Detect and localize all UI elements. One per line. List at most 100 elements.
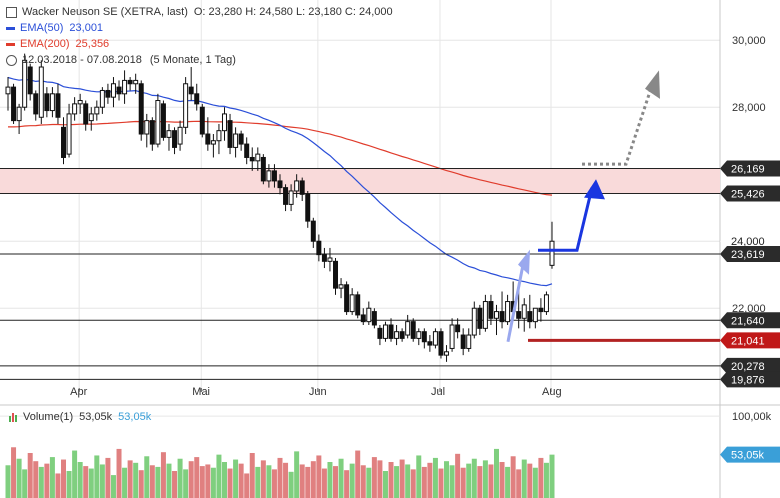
candle: [155, 93, 161, 148]
candle: [449, 318, 455, 352]
candle-body: [516, 311, 522, 319]
candle: [466, 328, 472, 352]
candle-body: [155, 100, 161, 145]
candle-body: [255, 153, 261, 162]
candle: [221, 107, 227, 141]
ema50-label: EMA(50): [20, 22, 64, 34]
candle: [321, 247, 327, 269]
candle: [66, 103, 72, 158]
candle-body: [521, 304, 527, 319]
ema200-value: 25,356: [75, 38, 110, 50]
candle-body: [83, 103, 89, 125]
candle: [283, 184, 289, 212]
candle: [27, 63, 33, 101]
volume-bar: [116, 448, 122, 498]
candle-body: [477, 307, 483, 329]
candle-body: [299, 180, 305, 195]
candle-body: [283, 187, 289, 205]
volume-bar: [271, 469, 277, 498]
volume-bar: [188, 461, 194, 498]
candle: [77, 93, 83, 114]
volume-bar: [394, 466, 400, 498]
candle-body: [238, 133, 244, 145]
volume-bar: [49, 457, 55, 498]
candle: [405, 314, 411, 339]
volume-bar: [244, 473, 250, 498]
candle-body: [177, 126, 183, 145]
candle: [360, 308, 366, 325]
candle-body: [221, 113, 227, 132]
candle-body: [271, 170, 277, 182]
candle-body: [532, 307, 538, 323]
y-tick-label: 30,000: [732, 35, 766, 47]
volume-bar: [210, 467, 216, 498]
candle-body: [493, 311, 499, 319]
candle-body: [305, 193, 311, 222]
candle: [399, 328, 405, 342]
time-axis: Apr Mai Jun Jul Aug: [70, 386, 561, 398]
volume-bar: [255, 466, 261, 498]
volume-bar: [38, 466, 44, 498]
price-axis: 30,00028,00024,00022,00024,00026,16925,4…: [720, 35, 780, 463]
candle: [543, 291, 549, 315]
candle-body: [149, 120, 155, 145]
volume-bar: [233, 459, 239, 498]
y-tick-label: 22,000: [732, 303, 766, 315]
legend-ema50[interactable]: EMA(50) 23,001: [3, 22, 103, 34]
candle: [244, 137, 250, 165]
candle-body: [127, 79, 133, 85]
volume-bar: [388, 462, 394, 498]
level-lines: [0, 168, 720, 380]
volume-bar: [149, 465, 155, 498]
candle-body: [138, 83, 144, 135]
candle: [277, 174, 283, 195]
volume-bar: [55, 473, 61, 498]
candle: [499, 291, 505, 329]
level-badge: 25,426: [720, 185, 780, 202]
candle: [305, 190, 311, 228]
volume-bar: [72, 450, 78, 498]
candle-body: [410, 321, 416, 339]
candle-body: [355, 294, 361, 316]
volume-bar: [532, 467, 538, 498]
candle-body: [377, 327, 383, 339]
volume-bar: [427, 462, 433, 498]
volume-bar: [505, 466, 511, 498]
candle-body: [66, 113, 72, 155]
candle-body: [449, 324, 455, 349]
volume-bar: [327, 462, 333, 498]
candle: [233, 127, 239, 158]
volume-bar: [61, 459, 67, 498]
candle: [471, 301, 477, 339]
candle: [99, 87, 105, 114]
candle-body: [405, 321, 411, 336]
candle-body: [288, 190, 294, 205]
volume-bar: [432, 457, 438, 498]
candle: [260, 154, 266, 185]
price-badge-current-text: 24,000: [731, 236, 765, 248]
volume-bar: [405, 464, 411, 498]
volume-bar: [549, 454, 555, 498]
candle: [149, 117, 155, 151]
candle-body: [99, 89, 105, 108]
candle: [299, 177, 305, 202]
toggle-icon[interactable]: [6, 6, 17, 18]
candle: [127, 77, 133, 91]
level-badge: 21,640: [720, 312, 780, 329]
candle-body: [344, 284, 350, 313]
candle-body: [499, 311, 505, 323]
level-badge-shape: [720, 245, 780, 262]
volume-bar: [310, 461, 316, 498]
volume-label: Volume(1): [23, 411, 74, 423]
volume-bar: [410, 469, 416, 498]
candle-body: [44, 93, 50, 112]
trend-arrow-light: [506, 259, 526, 343]
legend-ema200[interactable]: EMA(200) 25,356: [3, 38, 109, 50]
candle: [444, 345, 450, 362]
volume-bar: [283, 462, 289, 498]
candle: [160, 100, 166, 141]
legend-range: 12.03.2018 - 07.08.2018 (5 Monate, 1 Tag…: [3, 54, 236, 66]
candle-body: [5, 86, 11, 95]
candle-body: [321, 254, 327, 262]
candle: [210, 134, 216, 158]
